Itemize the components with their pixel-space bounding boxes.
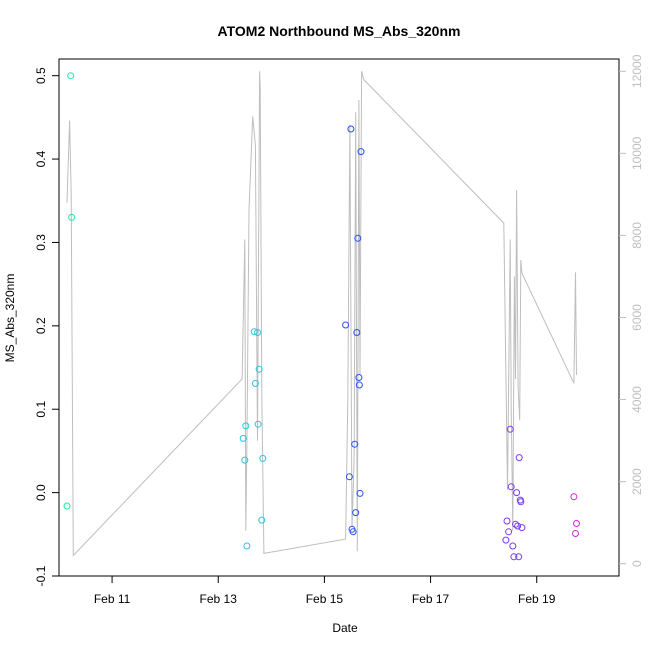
- data-point: [570, 493, 578, 501]
- y2-tick-label: 12000: [630, 54, 644, 88]
- y-tick-label: -0.1: [34, 565, 48, 586]
- data-point: [505, 528, 513, 536]
- data-point: [67, 72, 75, 80]
- data-point: [502, 536, 510, 544]
- x-tick-label: Feb 19: [518, 592, 556, 606]
- data-point: [239, 434, 247, 442]
- data-point: [518, 524, 526, 532]
- x-axis-label: Date: [332, 621, 358, 635]
- data-point: [259, 454, 267, 462]
- data-point: [63, 502, 71, 510]
- data-point: [354, 234, 362, 242]
- data-point: [250, 328, 258, 336]
- data-point: [254, 420, 262, 428]
- y-tick-label: 0.5: [34, 67, 48, 84]
- data-point: [503, 517, 511, 525]
- y-axis-label: MS_Abs_320nm: [3, 274, 17, 363]
- data-point: [347, 125, 355, 133]
- data-point: [514, 522, 522, 530]
- y-tick-label: 0.0: [34, 484, 48, 501]
- x-tick-label: Feb 17: [412, 592, 450, 606]
- data-point: [352, 509, 360, 517]
- data-point: [254, 329, 261, 336]
- y2-tick-label: 4000: [630, 386, 644, 413]
- data-point: [255, 365, 263, 373]
- x-tick-label: Feb 13: [200, 592, 238, 606]
- data-point: [68, 213, 76, 221]
- data-point: [572, 530, 579, 537]
- data-point: [506, 425, 514, 433]
- y-tick-label: 0.1: [34, 401, 48, 418]
- x-tick-label: Feb 11: [94, 592, 131, 606]
- y-axis-right: 0 2000 4000 6000 8000 10000 12000: [619, 54, 644, 567]
- secondary-series-line: [66, 71, 577, 557]
- data-point: [512, 520, 519, 528]
- data-point: [243, 542, 251, 550]
- data-point: [515, 553, 523, 561]
- data-point: [258, 516, 266, 524]
- data-point: [573, 520, 580, 527]
- y-tick-label: 0.4: [34, 150, 48, 167]
- data-point: [241, 456, 249, 464]
- data-point: [342, 321, 350, 329]
- y-axis-left: -0.1 0.0 0.1 0.2 0.3 0.4 0.5: [34, 67, 59, 586]
- data-point: [251, 379, 259, 387]
- data-point: [357, 148, 365, 156]
- y2-tick-label: 0: [630, 560, 644, 567]
- data-point: [510, 553, 518, 561]
- data-point: [507, 483, 515, 491]
- data-point: [349, 528, 357, 536]
- data-point: [517, 498, 525, 506]
- y-tick-label: 0.3: [34, 234, 48, 251]
- y2-tick-label: 8000: [630, 222, 644, 249]
- data-point: [515, 454, 523, 462]
- y2-tick-label: 10000: [630, 136, 644, 170]
- data-point: [345, 473, 353, 481]
- chart-title: ATOM2 Northbound MS_Abs_320nm: [218, 23, 461, 39]
- data-point: [351, 440, 359, 448]
- data-point: [355, 374, 363, 381]
- x-axis: Feb 11 Feb 13 Feb 15 Feb 17 Feb 19: [94, 575, 556, 606]
- x-tick-label: Feb 15: [306, 592, 344, 606]
- y2-tick-label: 2000: [630, 468, 644, 495]
- secondary-line-layer: [66, 71, 577, 557]
- data-point: [513, 489, 521, 497]
- y-tick-label: 0.2: [34, 317, 48, 334]
- points-layer: [63, 72, 580, 561]
- data-point: [509, 542, 517, 550]
- data-point: [355, 381, 363, 389]
- data-point: [353, 329, 361, 336]
- data-point: [356, 489, 364, 497]
- data-point: [242, 422, 250, 430]
- y2-tick-label: 6000: [630, 304, 644, 331]
